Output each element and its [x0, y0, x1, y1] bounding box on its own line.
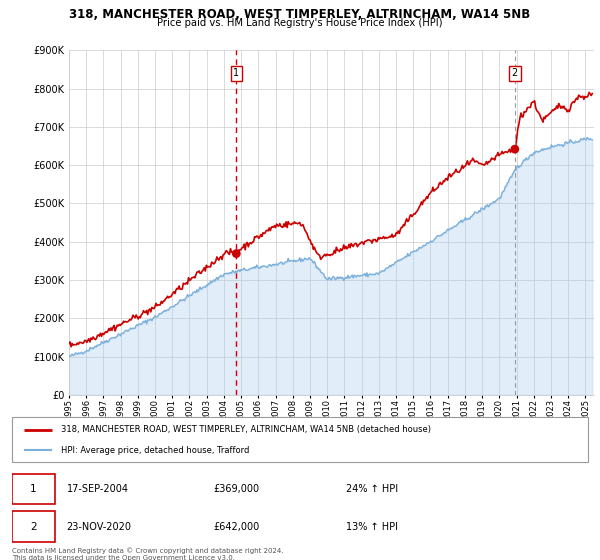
FancyBboxPatch shape [12, 417, 588, 462]
Point [232, 249, 241, 258]
Text: 13% ↑ HPI: 13% ↑ HPI [346, 521, 398, 531]
Text: 2: 2 [512, 68, 518, 78]
Text: 318, MANCHESTER ROAD, WEST TIMPERLEY, ALTRINCHAM, WA14 5NB (detached house): 318, MANCHESTER ROAD, WEST TIMPERLEY, AL… [61, 425, 431, 434]
Text: Price paid vs. HM Land Registry's House Price Index (HPI): Price paid vs. HM Land Registry's House … [157, 18, 443, 28]
Text: 17-SEP-2004: 17-SEP-2004 [67, 484, 129, 494]
Text: 2: 2 [30, 521, 37, 531]
Text: HPI: Average price, detached house, Trafford: HPI: Average price, detached house, Traf… [61, 446, 250, 455]
Text: 24% ↑ HPI: 24% ↑ HPI [346, 484, 398, 494]
FancyBboxPatch shape [12, 511, 55, 542]
Text: 1: 1 [233, 68, 239, 78]
Text: 23-NOV-2020: 23-NOV-2020 [67, 521, 132, 531]
Text: 1: 1 [30, 484, 37, 494]
FancyBboxPatch shape [12, 474, 55, 504]
Text: £642,000: £642,000 [214, 521, 260, 531]
Text: Contains HM Land Registry data © Crown copyright and database right 2024.
This d: Contains HM Land Registry data © Crown c… [12, 548, 284, 560]
Point [510, 144, 520, 153]
Text: 318, MANCHESTER ROAD, WEST TIMPERLEY, ALTRINCHAM, WA14 5NB: 318, MANCHESTER ROAD, WEST TIMPERLEY, AL… [70, 8, 530, 21]
Text: £369,000: £369,000 [214, 484, 260, 494]
